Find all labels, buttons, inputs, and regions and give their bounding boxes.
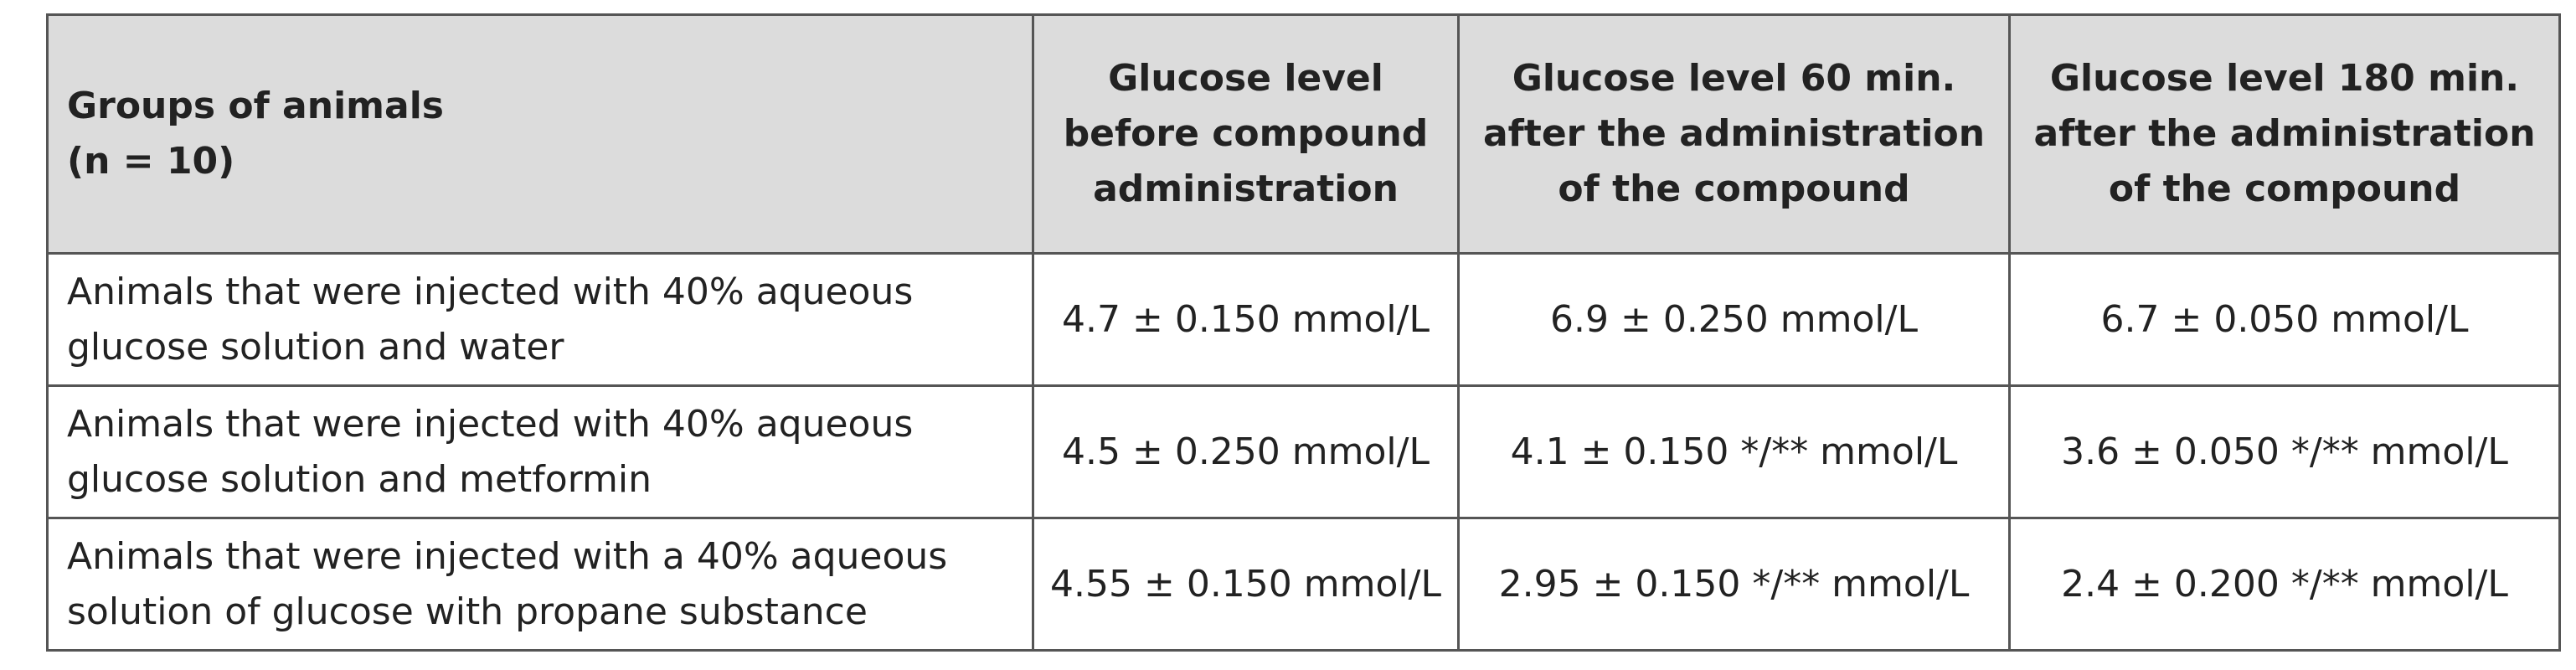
cell-line: glucose solution and water: [67, 325, 564, 368]
cell-line: Animals that were injected with 40% aque…: [67, 402, 914, 446]
table-row: Animals that were injected with 40% aque…: [46, 384, 2561, 519]
cell-line: (n = 10): [67, 140, 235, 183]
cell-line: glucose solution and metformin: [67, 457, 652, 501]
cell-line: solution of glucose with propane substan…: [67, 590, 868, 633]
cell-line: 6.9 ± 0.250 mmol/L: [1550, 297, 1918, 341]
table-header: Groups of animals (n = 10) Glucose level be…: [46, 13, 2561, 255]
table-cell: 3.6 ± 0.050 */** mmol/L: [2008, 384, 2561, 519]
cell-line: administration: [1093, 168, 1399, 210]
table-cell: 6.7 ± 0.050 mmol/L: [2008, 252, 2561, 387]
cell-line: 3.6 ± 0.050 */** mmol/L: [2061, 430, 2508, 473]
table-cell: 4.7 ± 0.150 mmol/L: [1032, 252, 1460, 387]
cell-line: Animals that were injected with 40% aque…: [67, 270, 914, 313]
table-cell: Animals that were injected with 40% aque…: [46, 252, 1034, 387]
header-cell: Glucose level before compound administrati…: [1032, 13, 1460, 255]
cell-line: before compound: [1063, 112, 1429, 155]
table-cell: 2.95 ± 0.150 */** mmol/L: [1457, 517, 2011, 652]
cell-line: Glucose level: [1108, 57, 1383, 100]
header-row: Groups of animals (n = 10) Glucose level be…: [46, 13, 2561, 255]
header-cell: Glucose level 60 min. after the administr…: [1457, 13, 2011, 255]
table-row: Animals that were injected with 40% aque…: [46, 252, 2561, 387]
data-table: Groups of animals (n = 10) Glucose level be…: [46, 13, 2561, 652]
cell-line: after the administration: [1482, 112, 1986, 155]
cell-line: of the compound: [1558, 168, 1910, 210]
table-cell: Animals that were injected with a 40% aq…: [46, 517, 1034, 652]
table-cell: 4.55 ± 0.150 mmol/L: [1032, 517, 1460, 652]
cell-line: 6.7 ± 0.050 mmol/L: [2100, 297, 2469, 341]
cell-line: 4.1 ± 0.150 */** mmol/L: [1510, 430, 1958, 473]
cell-line: after the administration: [2033, 112, 2536, 155]
cell-line: of the compound: [2108, 168, 2461, 210]
cell-line: 4.55 ± 0.150 mmol/L: [1050, 562, 1441, 606]
cell-line: Groups of animals: [67, 85, 444, 127]
cell-line: 4.7 ± 0.150 mmol/L: [1062, 297, 1430, 341]
cell-line: Glucose level 180 min.: [2049, 57, 2520, 100]
table-body: Animals that were injected with 40% aque…: [46, 252, 2561, 652]
cell-line: 2.95 ± 0.150 */** mmol/L: [1498, 562, 1970, 606]
header-cell: Glucose level 180 min. after the administ…: [2008, 13, 2561, 255]
cell-line: Animals that were injected with a 40% aq…: [67, 534, 948, 578]
table-cell: Animals that were injected with 40% aque…: [46, 384, 1034, 519]
table-cell: 6.9 ± 0.250 mmol/L: [1457, 252, 2011, 387]
table-row: Animals that were injected with a 40% aq…: [46, 517, 2561, 652]
table-cell: 4.5 ± 0.250 mmol/L: [1032, 384, 1460, 519]
cell-line: 2.4 ± 0.200 */** mmol/L: [2061, 562, 2508, 606]
table-cell: 2.4 ± 0.200 */** mmol/L: [2008, 517, 2561, 652]
cell-line: Glucose level 60 min.: [1512, 57, 1956, 100]
header-cell: Groups of animals (n = 10): [46, 13, 1034, 255]
table-cell: 4.1 ± 0.150 */** mmol/L: [1457, 384, 2011, 519]
cell-line: 4.5 ± 0.250 mmol/L: [1062, 430, 1430, 473]
